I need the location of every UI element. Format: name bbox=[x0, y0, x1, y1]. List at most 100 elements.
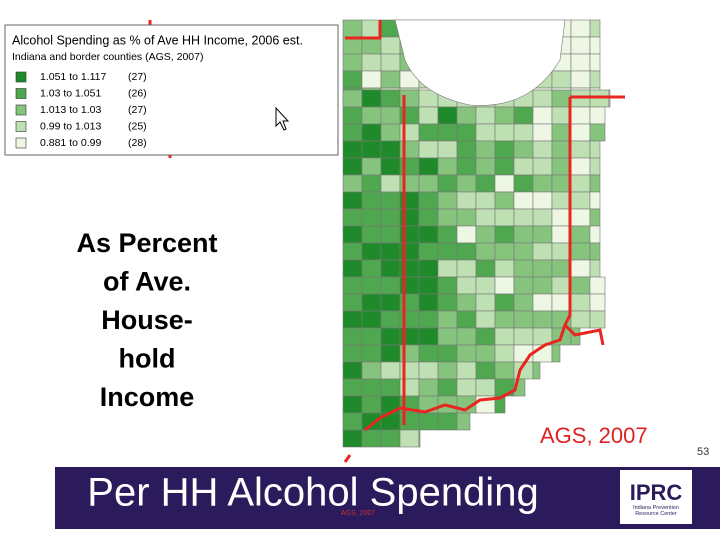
county bbox=[342, 429, 363, 448]
border-line bbox=[563, 97, 605, 346]
county bbox=[361, 344, 382, 363]
county bbox=[589, 225, 601, 244]
county bbox=[437, 276, 458, 295]
county bbox=[551, 157, 572, 176]
county bbox=[380, 378, 401, 397]
county bbox=[437, 361, 458, 380]
logo-caption: Indiana Prevention Resource Center bbox=[633, 505, 679, 517]
county bbox=[380, 174, 401, 193]
county bbox=[361, 36, 382, 55]
county bbox=[380, 191, 401, 210]
county bbox=[361, 242, 382, 261]
county bbox=[475, 361, 496, 380]
county bbox=[437, 310, 458, 329]
county bbox=[456, 259, 477, 278]
county bbox=[513, 157, 534, 176]
county bbox=[418, 327, 439, 346]
county bbox=[361, 293, 382, 312]
county bbox=[380, 327, 401, 346]
county bbox=[380, 276, 401, 295]
county bbox=[437, 106, 458, 125]
county bbox=[361, 310, 382, 329]
county bbox=[475, 293, 496, 312]
county bbox=[513, 259, 534, 278]
county bbox=[456, 310, 477, 329]
legend-items: 1.051 to 1.117 (27) 1.03 to 1.051 (26) 1.013… bbox=[15, 71, 147, 149]
county bbox=[418, 276, 439, 295]
legend-swatch bbox=[15, 137, 27, 149]
county bbox=[475, 225, 496, 244]
county bbox=[342, 89, 363, 108]
county bbox=[456, 174, 477, 193]
county bbox=[380, 36, 401, 55]
county bbox=[361, 123, 382, 142]
county bbox=[570, 19, 591, 38]
county bbox=[589, 259, 601, 278]
county bbox=[361, 259, 382, 278]
county bbox=[570, 293, 591, 312]
county bbox=[589, 140, 601, 159]
side-line: As Percent bbox=[76, 228, 217, 258]
county bbox=[551, 140, 572, 159]
legend-count: (25) bbox=[128, 120, 147, 132]
legend: Alcohol Spending as % of Ave HH Income, … bbox=[4, 24, 339, 156]
legend-count: (26) bbox=[128, 87, 147, 99]
legend-count: (28) bbox=[128, 137, 147, 149]
county bbox=[532, 123, 553, 142]
county bbox=[399, 429, 420, 448]
county bbox=[418, 106, 439, 125]
footer-title: Per HH Alcohol Spending bbox=[87, 471, 538, 515]
county bbox=[361, 395, 382, 414]
county bbox=[513, 123, 534, 142]
county bbox=[456, 293, 477, 312]
county bbox=[456, 344, 477, 363]
county bbox=[475, 242, 496, 261]
county bbox=[551, 276, 572, 295]
county bbox=[570, 140, 591, 159]
county bbox=[513, 140, 534, 159]
county bbox=[532, 276, 553, 295]
county bbox=[570, 310, 591, 329]
county bbox=[494, 310, 515, 329]
county bbox=[437, 378, 458, 397]
county bbox=[456, 123, 477, 142]
county bbox=[342, 36, 363, 55]
county bbox=[380, 310, 401, 329]
county bbox=[418, 140, 439, 159]
legend-range: 1.051 to 1.117 bbox=[40, 71, 107, 83]
county bbox=[475, 344, 496, 363]
county bbox=[380, 89, 401, 108]
county bbox=[380, 157, 401, 176]
county bbox=[437, 259, 458, 278]
county bbox=[418, 174, 439, 193]
county bbox=[342, 361, 363, 380]
county bbox=[513, 378, 526, 397]
county bbox=[361, 412, 382, 431]
county bbox=[475, 191, 496, 210]
county bbox=[342, 242, 363, 261]
county bbox=[494, 123, 515, 142]
county bbox=[361, 225, 382, 244]
county bbox=[437, 242, 458, 261]
legend-count: (27) bbox=[128, 71, 147, 83]
county bbox=[418, 225, 439, 244]
county bbox=[342, 293, 363, 312]
county bbox=[418, 208, 439, 227]
county bbox=[380, 140, 401, 159]
county bbox=[513, 276, 534, 295]
county bbox=[361, 19, 382, 38]
county bbox=[456, 191, 477, 210]
county bbox=[342, 53, 363, 72]
county bbox=[570, 36, 591, 55]
county bbox=[551, 242, 572, 261]
county bbox=[589, 191, 601, 210]
side-line: Income bbox=[100, 382, 195, 412]
county bbox=[589, 310, 606, 329]
county bbox=[456, 140, 477, 159]
county bbox=[456, 157, 477, 176]
county bbox=[570, 208, 591, 227]
county bbox=[589, 70, 601, 89]
county bbox=[361, 140, 382, 159]
county bbox=[380, 242, 401, 261]
county bbox=[418, 310, 439, 329]
